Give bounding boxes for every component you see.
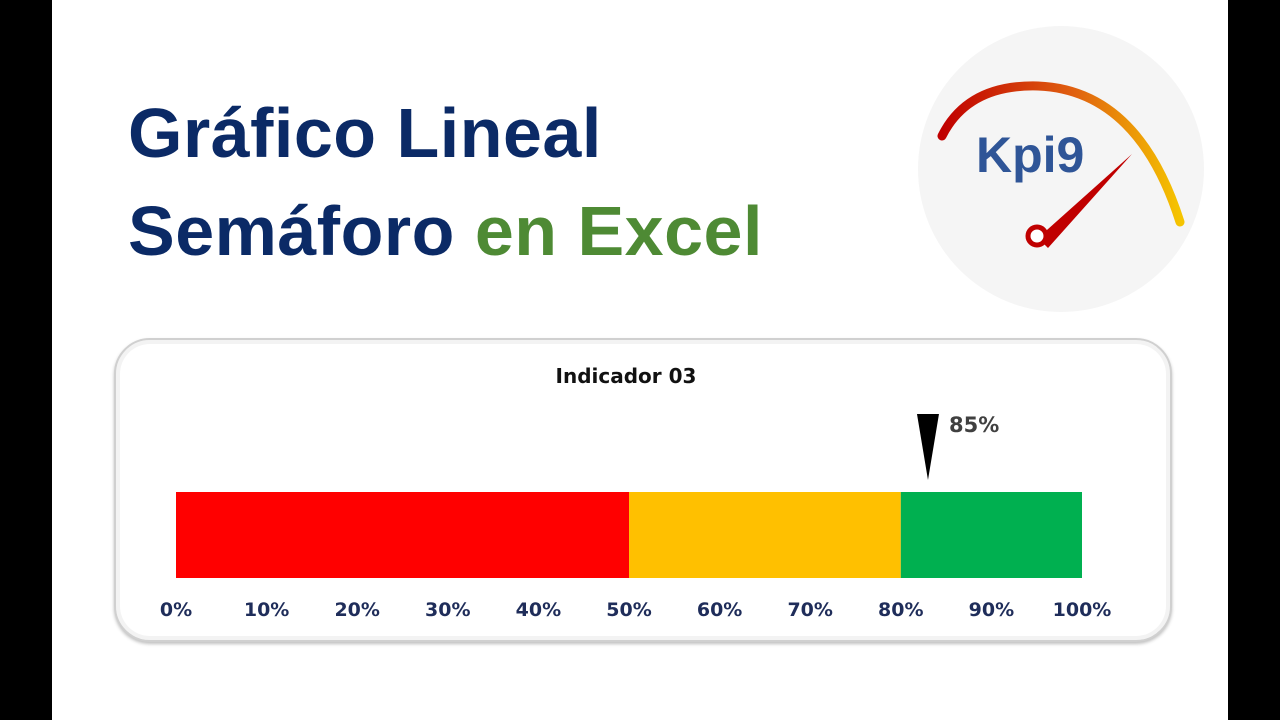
marker-label: 85% (949, 413, 999, 437)
x-tick-label: 100% (1053, 599, 1112, 621)
x-tick-label: 10% (244, 599, 289, 621)
page-title: Gráfico Lineal Semáforo en Excel (128, 84, 763, 280)
x-tick-label: 60% (697, 599, 742, 621)
title-line1: Gráfico Lineal (128, 94, 602, 172)
bar-segment-1 (176, 492, 629, 578)
gauge-icon (937, 81, 1185, 248)
bar-segment-2 (629, 492, 901, 578)
title-line2-part2: en Excel (474, 192, 763, 270)
kpi9-logo: Kpi9 (918, 26, 1204, 312)
x-tick-label: 90% (969, 599, 1014, 621)
x-tick-label: 30% (425, 599, 470, 621)
chart-title: Indicador 03 (556, 364, 697, 388)
traffic-light-chart: Indicador 03 0% 10% 20% 30% 40% 50% 60% 70% 80% 9… (160, 364, 1112, 621)
x-tick-label: 40% (516, 599, 561, 621)
chart-panel: Indicador 03 0% 10% 20% 30% 40% 50% 60% 70% 80% 9… (114, 338, 1172, 642)
title-line2-part1: Semáforo (128, 192, 455, 270)
x-tick-label: 80% (878, 599, 923, 621)
x-tick-label: 0% (160, 599, 192, 621)
slide-canvas: Gráfico Lineal Semáforo en Excel Kpi9 In… (52, 0, 1228, 720)
x-tick-label: 50% (606, 599, 651, 621)
bar-segment-3 (900, 492, 1082, 578)
marker-pointer (916, 414, 939, 480)
x-tick-label: 20% (334, 599, 379, 621)
logo-text: Kpi9 (976, 127, 1085, 183)
x-tick-label: 70% (787, 599, 832, 621)
